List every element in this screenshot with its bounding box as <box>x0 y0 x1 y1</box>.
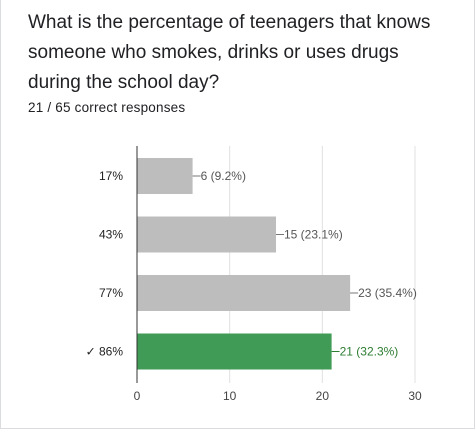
bar-3 <box>137 275 351 311</box>
question-title: What is the percentage of teenagers that… <box>28 12 431 93</box>
bar-1 <box>137 158 193 194</box>
x-tick-label-20: 20 <box>316 389 330 403</box>
category-label-3: 77% <box>99 286 123 300</box>
category-label-4: ✓ 86% <box>86 345 124 359</box>
x-tick-label-0: 0 <box>134 389 141 403</box>
correct-responses-count: 21 / 65 correct responses <box>28 100 186 115</box>
bar-4 <box>137 333 332 370</box>
category-label-1: 17% <box>99 169 123 183</box>
data-label-3: 23 (35.4%) <box>358 286 417 300</box>
bar-2 <box>137 216 276 253</box>
data-label-2: 15 (23.1%) <box>284 228 343 242</box>
category-label-2: 43% <box>99 228 123 242</box>
x-tick-label-10: 10 <box>223 389 237 403</box>
data-label-4: 21 (32.3%) <box>340 345 399 359</box>
data-label-1: 6 (9.2%) <box>201 169 246 183</box>
x-tick-label-30: 30 <box>408 389 422 403</box>
